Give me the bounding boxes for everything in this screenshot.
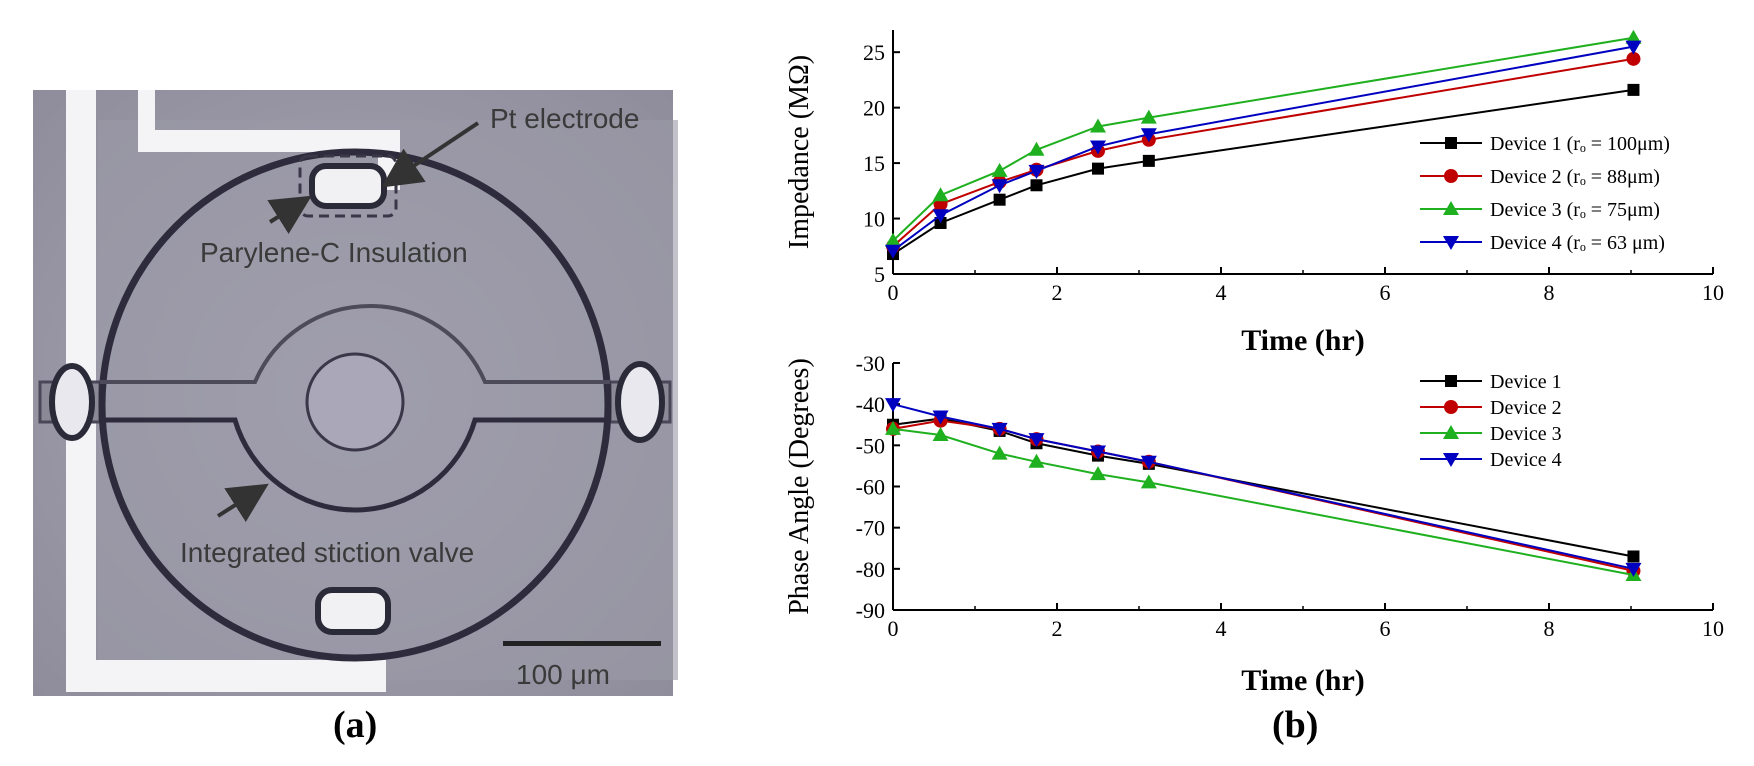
data-point [932,427,949,442]
data-point [991,162,1008,177]
data-point [1625,40,1642,55]
legend-label: Device 1 [1490,371,1562,393]
data-point [1142,154,1155,167]
legend-marker [1443,201,1459,215]
data-point [1140,455,1157,470]
x-tick-label: 6 [1380,616,1391,641]
y-tick-label: -90 [856,598,885,623]
data-point [932,187,949,202]
data-point [885,244,901,259]
x-tick-label: 10 [1702,280,1724,305]
data-point [1028,164,1045,179]
legend-marker [1445,375,1457,387]
legend-label: Device 4 [1490,449,1562,471]
label-parylene-insulation: Parylene-C Insulation [200,237,468,268]
data-point [1140,128,1157,143]
legend-label: Device 2 (rₒ = 88μm) [1490,166,1660,188]
data-point [1030,179,1043,192]
label-stiction-valve: Integrated stiction valve [180,537,474,568]
y-tick-label: 15 [863,151,885,176]
x-tick-label: 4 [1216,616,1227,641]
data-point [991,445,1008,460]
x-tick-label: 0 [888,280,899,305]
chart-1: 0 2 4 6 8 10 5 10 15 20 25 Time (hr) Impedance (MΩ) D… [784,29,1724,357]
data-point [991,179,1008,194]
chart-2: 0 2 4 6 8 10 -30 -40 -50 -60 -70 -80 -90 Time (hr) Pha… [784,351,1724,697]
data-point [1090,140,1106,155]
y-tick-label: -40 [856,392,885,417]
data-point [1028,141,1045,156]
x-tick-label: 4 [1216,280,1227,305]
data-point [1627,550,1640,563]
data-point [1140,474,1157,489]
panel-b-label: (b) [1272,704,1319,746]
data-point [932,410,949,425]
x-tick-label: 2 [1052,616,1063,641]
legend-label: Device 3 [1490,423,1562,445]
y-tick-label: 20 [863,96,885,121]
panel-a-label: (a) [333,704,378,746]
y-tick-label: -60 [856,475,885,500]
legend-marker [1444,169,1458,183]
data-point [1090,118,1106,133]
y-axis-title: Phase Angle (Degrees) [784,358,815,615]
legend-marker [1443,425,1459,439]
legend-marker [1445,137,1457,149]
scale-bar-label: 100 μm [516,659,610,690]
data-point [885,420,901,435]
y-tick-label: -70 [856,516,885,541]
data-point [1627,83,1640,96]
data-point [932,209,949,224]
data-point [1625,562,1642,577]
data-point [1090,466,1106,481]
x-tick-label: 8 [1544,616,1555,641]
data-point [885,232,901,247]
micrograph-image [33,90,678,696]
y-tick-label: 25 [863,40,885,65]
y-tick-label: -30 [856,351,885,376]
legend-marker [1444,400,1458,414]
data-point [885,398,901,413]
x-tick-label: 0 [888,616,899,641]
data-point [1625,29,1642,44]
data-point [1092,162,1104,175]
data-point [993,193,1006,206]
legend-label: Device 2 [1490,397,1562,419]
data-point [991,422,1008,437]
legend-label: Device 1 (rₒ = 100μm) [1490,133,1670,155]
legend-marker [1443,453,1459,467]
legend-marker [1443,236,1459,250]
y-tick-label: -80 [856,557,885,582]
x-tick-label: 2 [1052,280,1063,305]
x-tick-label: 10 [1702,616,1724,641]
legend-label: Device 3 (rₒ = 75μm) [1490,199,1660,221]
x-tick-label: 8 [1544,280,1555,305]
y-tick-label: -50 [856,433,885,458]
data-point [1028,453,1045,468]
y-tick-label: 5 [874,262,885,287]
y-tick-label: 10 [863,207,885,232]
data-point [1028,433,1045,448]
data-point [1626,51,1641,66]
x-axis-title: Time (hr) [1241,664,1365,697]
y-axis-title: Impedance (MΩ) [784,55,815,249]
label-pt-electrode: Pt electrode [490,103,639,134]
x-axis-title: Time (hr) [1241,324,1365,357]
data-point [1140,109,1157,124]
data-point [1090,445,1106,460]
x-tick-label: 6 [1380,280,1391,305]
legend-label: Device 4 (rₒ = 63 μm) [1490,232,1665,254]
